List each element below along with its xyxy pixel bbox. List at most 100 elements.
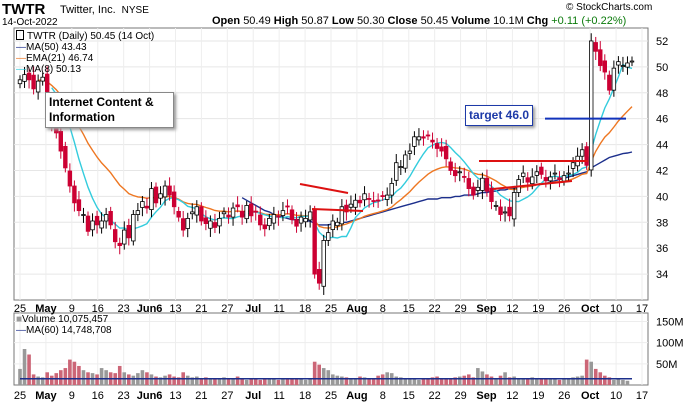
volume-bar [204, 377, 208, 385]
volume-bar [457, 376, 462, 385]
candle-body [530, 176, 535, 185]
candle-body [502, 211, 508, 214]
price-legend: TWTR (Daily) 50.45 (14 Oct) —MA(50) 43.4… [16, 30, 154, 75]
support-line [492, 180, 573, 190]
candle-body [203, 217, 209, 224]
legend-volma: —MA(60) 14,748,708 [16, 325, 112, 336]
candle-body [534, 171, 539, 176]
candle-body [126, 224, 131, 239]
target-annotation[interactable]: target 46.0 [465, 105, 534, 126]
high-value: 50.87 [301, 15, 329, 27]
candle-body [593, 42, 598, 52]
volume-bar [462, 375, 467, 385]
candle-body [416, 136, 422, 141]
candle-body [58, 130, 63, 152]
candle-body [398, 166, 403, 168]
candle-body [90, 220, 95, 231]
volume-bar [621, 379, 625, 385]
candle-body [557, 177, 562, 180]
candle-body [307, 211, 313, 221]
price-tick-label: 46 [656, 114, 668, 126]
date-tick-label-bottom: 12 [506, 390, 518, 402]
candle-body [616, 61, 621, 66]
volume-bar [417, 379, 421, 385]
candle-body [407, 150, 413, 154]
volume-bar [312, 361, 317, 385]
candle-body [403, 154, 408, 169]
volume-bar [485, 374, 489, 385]
candle-body [194, 206, 199, 216]
legend-volume-text: Volume 10,075,457 [22, 314, 109, 325]
legend-volume: ■Volume 10,075,457 [16, 314, 112, 325]
volume-bar [77, 365, 81, 385]
volume-bar [95, 374, 99, 385]
open-label: Open [212, 15, 241, 27]
volume-bar [580, 375, 584, 385]
volume-bar [553, 378, 557, 385]
candle-body [26, 72, 32, 81]
trendline-upper-left [299, 183, 349, 194]
volume-bar [276, 379, 281, 385]
volume-bar [258, 379, 263, 385]
chart-header: TWTR Twitter, Inc. NYSE 14-Oct-2022 © Sto… [0, 0, 700, 30]
volume-bar [566, 378, 571, 385]
volume-bar [489, 376, 494, 385]
date-tick-label-bottom: 9 [69, 390, 75, 402]
candle-body [316, 269, 322, 284]
candle-body [507, 206, 512, 217]
candle-body [103, 214, 109, 222]
candle-body [267, 217, 272, 227]
date-tick-label: 9 [69, 303, 75, 315]
candle-body [217, 217, 222, 227]
candle-body [348, 203, 354, 208]
volume-bar [589, 361, 593, 385]
candle-body [384, 194, 390, 200]
date-tick-label-bottom: 19 [532, 390, 544, 402]
candle-body [149, 188, 154, 210]
candle-body [221, 211, 227, 215]
candle-body [466, 178, 471, 190]
volume-bar [127, 374, 131, 385]
volume-bar [49, 375, 54, 385]
candle-body [366, 198, 372, 200]
ma8-swatch: — [16, 64, 26, 75]
volume-label: Volume [451, 15, 491, 27]
volume-bar [571, 377, 575, 385]
candle-body [167, 185, 172, 196]
date-tick-label-bottom: 23 [118, 390, 130, 402]
candle-body [475, 186, 481, 191]
volume-bar [267, 378, 272, 385]
volume-bar [439, 378, 444, 385]
candle-body [312, 209, 317, 275]
candle-body [498, 206, 503, 215]
volume-bar [63, 368, 68, 385]
date-tick-label-bottom: May [35, 390, 57, 402]
volume-bar [349, 378, 353, 385]
legend-price-text: TWTR (Daily) 50.45 (14 Oct) [27, 31, 155, 42]
date-tick-label: 29 [454, 303, 466, 315]
candle-body [199, 206, 204, 222]
legend-ema21-text: EMA(21) 46.74 [26, 53, 94, 64]
volume-bar [294, 378, 299, 385]
candle-body [117, 242, 122, 246]
date-tick-label: 19 [532, 303, 544, 315]
date-tick-label-bottom: Jul [245, 390, 261, 402]
date-tick-label: 25 [14, 303, 26, 315]
volume-bar [321, 368, 326, 385]
date-tick-label-bottom: 15 [403, 390, 415, 402]
price-tick-label: 52 [656, 36, 668, 48]
volume-bar [535, 378, 539, 385]
candle-body [22, 74, 27, 82]
price-tick-label: 40 [656, 191, 668, 203]
candle-body [570, 162, 576, 169]
annotation-lines [299, 117, 626, 212]
sector-annotation[interactable]: Internet Content & Information [45, 92, 174, 128]
candle-body [94, 215, 100, 226]
candle-body [135, 210, 141, 215]
volume-bar [18, 368, 22, 385]
candle-body [248, 203, 254, 217]
volume-bar [344, 377, 349, 385]
candle-body [425, 134, 431, 137]
date-tick-label: 23 [118, 303, 130, 315]
